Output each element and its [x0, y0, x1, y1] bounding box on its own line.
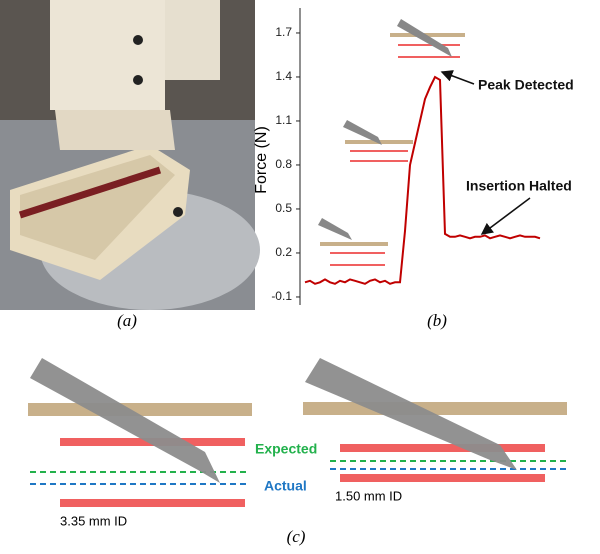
y-tick-label: 1.7 [275, 25, 292, 39]
panel-label: (a) [117, 311, 137, 330]
data-line [304, 75, 541, 285]
arrow [480, 197, 531, 235]
diagram-label: 1.50 mm ID [335, 488, 402, 503]
y-tick-label: -0.1 [271, 289, 292, 303]
y-tick-label: 1.4 [275, 69, 292, 83]
panel-label: (b) [427, 311, 447, 330]
y-tick-label: 0.8 [275, 157, 292, 171]
arrow [440, 70, 475, 85]
diagram [28, 358, 567, 507]
photo [0, 0, 260, 310]
y-tick-label: 0.2 [275, 245, 292, 259]
legend-label: Actual [264, 478, 307, 494]
y-axis-label: Force (N) [253, 126, 270, 194]
y-tick-label: 0.5 [275, 201, 292, 215]
panel-label: (c) [287, 527, 306, 546]
inset [318, 19, 465, 266]
annotation: Insertion Halted [466, 178, 572, 194]
annotation: Peak Detected [478, 77, 574, 93]
y-tick-label: 1.1 [275, 113, 292, 127]
legend-label: Expected [255, 441, 317, 457]
diagram-label: 3.35 mm ID [60, 513, 127, 528]
